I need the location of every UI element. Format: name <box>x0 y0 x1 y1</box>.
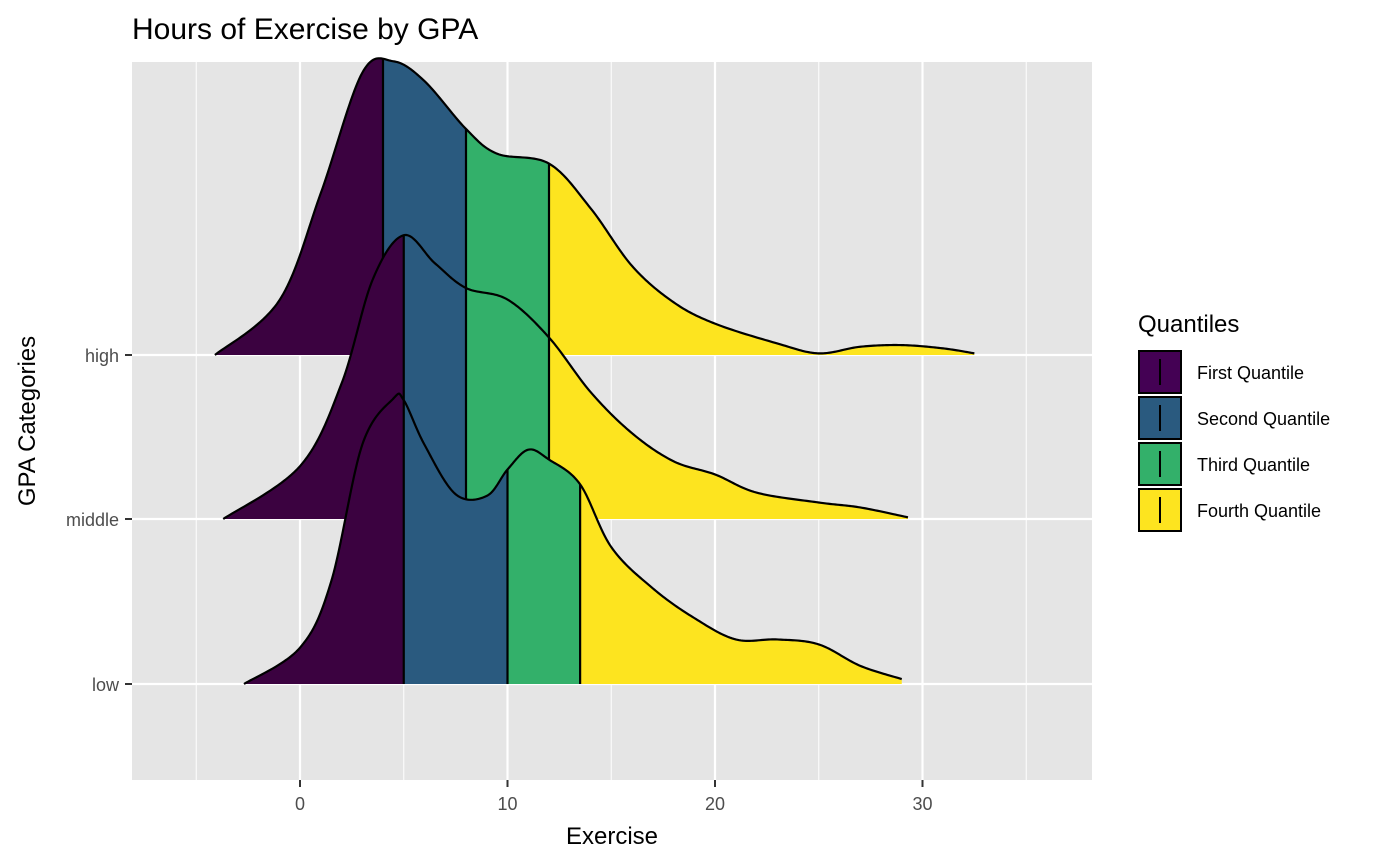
legend-label: Third Quantile <box>1197 455 1310 475</box>
legend-label: Fourth Quantile <box>1197 501 1321 521</box>
y-tick-label: high <box>85 346 119 366</box>
density-outline <box>214 57 975 356</box>
quantile-area-1 <box>243 393 404 684</box>
ridge-low <box>243 392 903 685</box>
legend-label: First Quantile <box>1197 363 1304 383</box>
quantile-area-2 <box>403 400 508 684</box>
ridges <box>214 57 975 685</box>
y-axis-title: GPA Categories <box>14 336 41 506</box>
quantile-area-4 <box>549 337 908 519</box>
x-tick-label: 0 <box>295 794 305 814</box>
y-tick-label: low <box>92 675 120 695</box>
quantile-area-4 <box>580 484 902 684</box>
axes: 0 10 20 30 low middle high <box>66 346 933 814</box>
x-axis-title: Exercise <box>566 823 658 850</box>
density-outline <box>243 392 903 685</box>
quantile-area-4 <box>549 163 975 355</box>
x-tick-label: 20 <box>705 794 725 814</box>
legend-title: Quantiles <box>1138 311 1239 338</box>
y-tick-label: middle <box>66 510 119 530</box>
x-tick-label: 30 <box>912 794 932 814</box>
quantile-area-1 <box>223 235 404 519</box>
chart-title: Hours of Exercise by GPA <box>132 13 478 46</box>
quantile-area-3 <box>507 449 581 684</box>
legend-key <box>1138 488 1182 532</box>
x-tick-label: 10 <box>497 794 517 814</box>
legend: Quantiles First Quantile Second Quantile T… <box>1138 311 1330 532</box>
legend-label: Second Quantile <box>1197 409 1330 429</box>
